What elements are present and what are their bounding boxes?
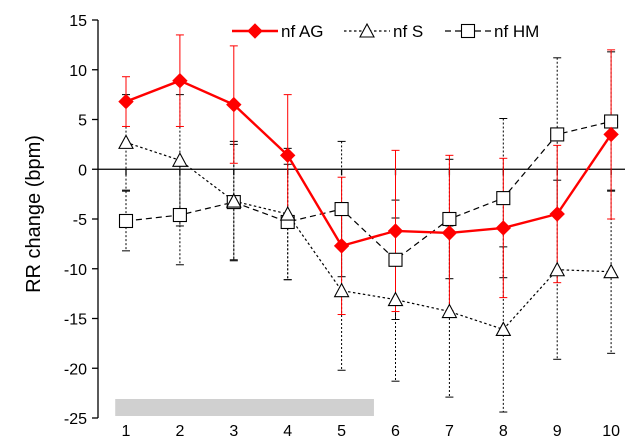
data-point: [604, 114, 619, 129]
x-tick-label: 6: [391, 423, 400, 440]
data-point: [387, 223, 404, 239]
y-tick-label: 0: [78, 162, 87, 179]
y-axis-title: RR change (bpm): [23, 135, 45, 293]
data-point: [118, 213, 134, 229]
data-point: [496, 191, 511, 206]
y-tick-label: 5: [78, 113, 87, 130]
shaded-period-layer: [115, 399, 374, 416]
x-tick-label: 5: [337, 423, 346, 440]
legend-label: nf AG: [281, 22, 324, 41]
data-point: [334, 202, 349, 217]
legend-marker: [460, 23, 476, 39]
data-point: [333, 238, 350, 254]
y-tick-label: -15: [64, 312, 87, 329]
x-tick-label: 7: [445, 423, 454, 440]
data-point: [442, 211, 457, 227]
data-point: [549, 261, 566, 277]
data-point: [603, 263, 620, 279]
data-point: [441, 303, 458, 319]
series-markers: [118, 72, 620, 336]
data-point: [388, 252, 403, 267]
legend-marker: [247, 23, 263, 39]
y-tick-label: -5: [73, 212, 87, 229]
y-tick-label: -25: [64, 411, 87, 428]
legend-label: nf S: [393, 22, 423, 41]
series-lines: [125, 79, 613, 331]
data-point: [226, 96, 242, 113]
data-point: [172, 72, 188, 89]
x-tick-label: 3: [229, 423, 238, 440]
data-point: [495, 220, 512, 236]
legend-label: nf HM: [494, 22, 539, 41]
data-point: [225, 192, 242, 208]
legend-marker: [359, 22, 375, 38]
data-point: [118, 134, 134, 149]
series-line-nf-hm: [125, 120, 612, 261]
data-point: [171, 152, 188, 167]
data-point: [279, 205, 296, 221]
y-tick-label: 10: [69, 63, 87, 80]
data-point: [118, 93, 134, 110]
legend: nf AG nf S nf HM: [232, 22, 539, 41]
shaded-period-bar: [115, 399, 374, 416]
x-tick-label: 10: [602, 423, 620, 440]
x-tick-label: 9: [553, 423, 562, 440]
data-point: [495, 321, 512, 336]
data-point: [172, 207, 187, 223]
y-tick-label: -10: [64, 262, 87, 279]
data-point: [441, 225, 458, 241]
y-tick-label: -20: [64, 361, 87, 378]
x-tick-label: 8: [499, 423, 508, 440]
y-tick-label: 15: [69, 13, 87, 30]
data-point: [279, 147, 296, 164]
data-point: [550, 127, 565, 142]
data-point: [549, 206, 565, 222]
x-tick-label: 4: [283, 423, 292, 440]
error-bars: [122, 34, 616, 413]
series-line-nf-s: [125, 141, 612, 331]
x-tick-label: 2: [175, 423, 184, 440]
data-point: [387, 291, 404, 307]
data-point: [603, 126, 619, 143]
series-line-nf-ag: [125, 79, 613, 248]
x-tick-label: 1: [122, 423, 131, 440]
data-point: [333, 282, 350, 298]
axes: 15 10 5 0 -5 -10 -15 -20 -25 1 2 3 4 5 6 7 8 9 10: [64, 13, 625, 440]
